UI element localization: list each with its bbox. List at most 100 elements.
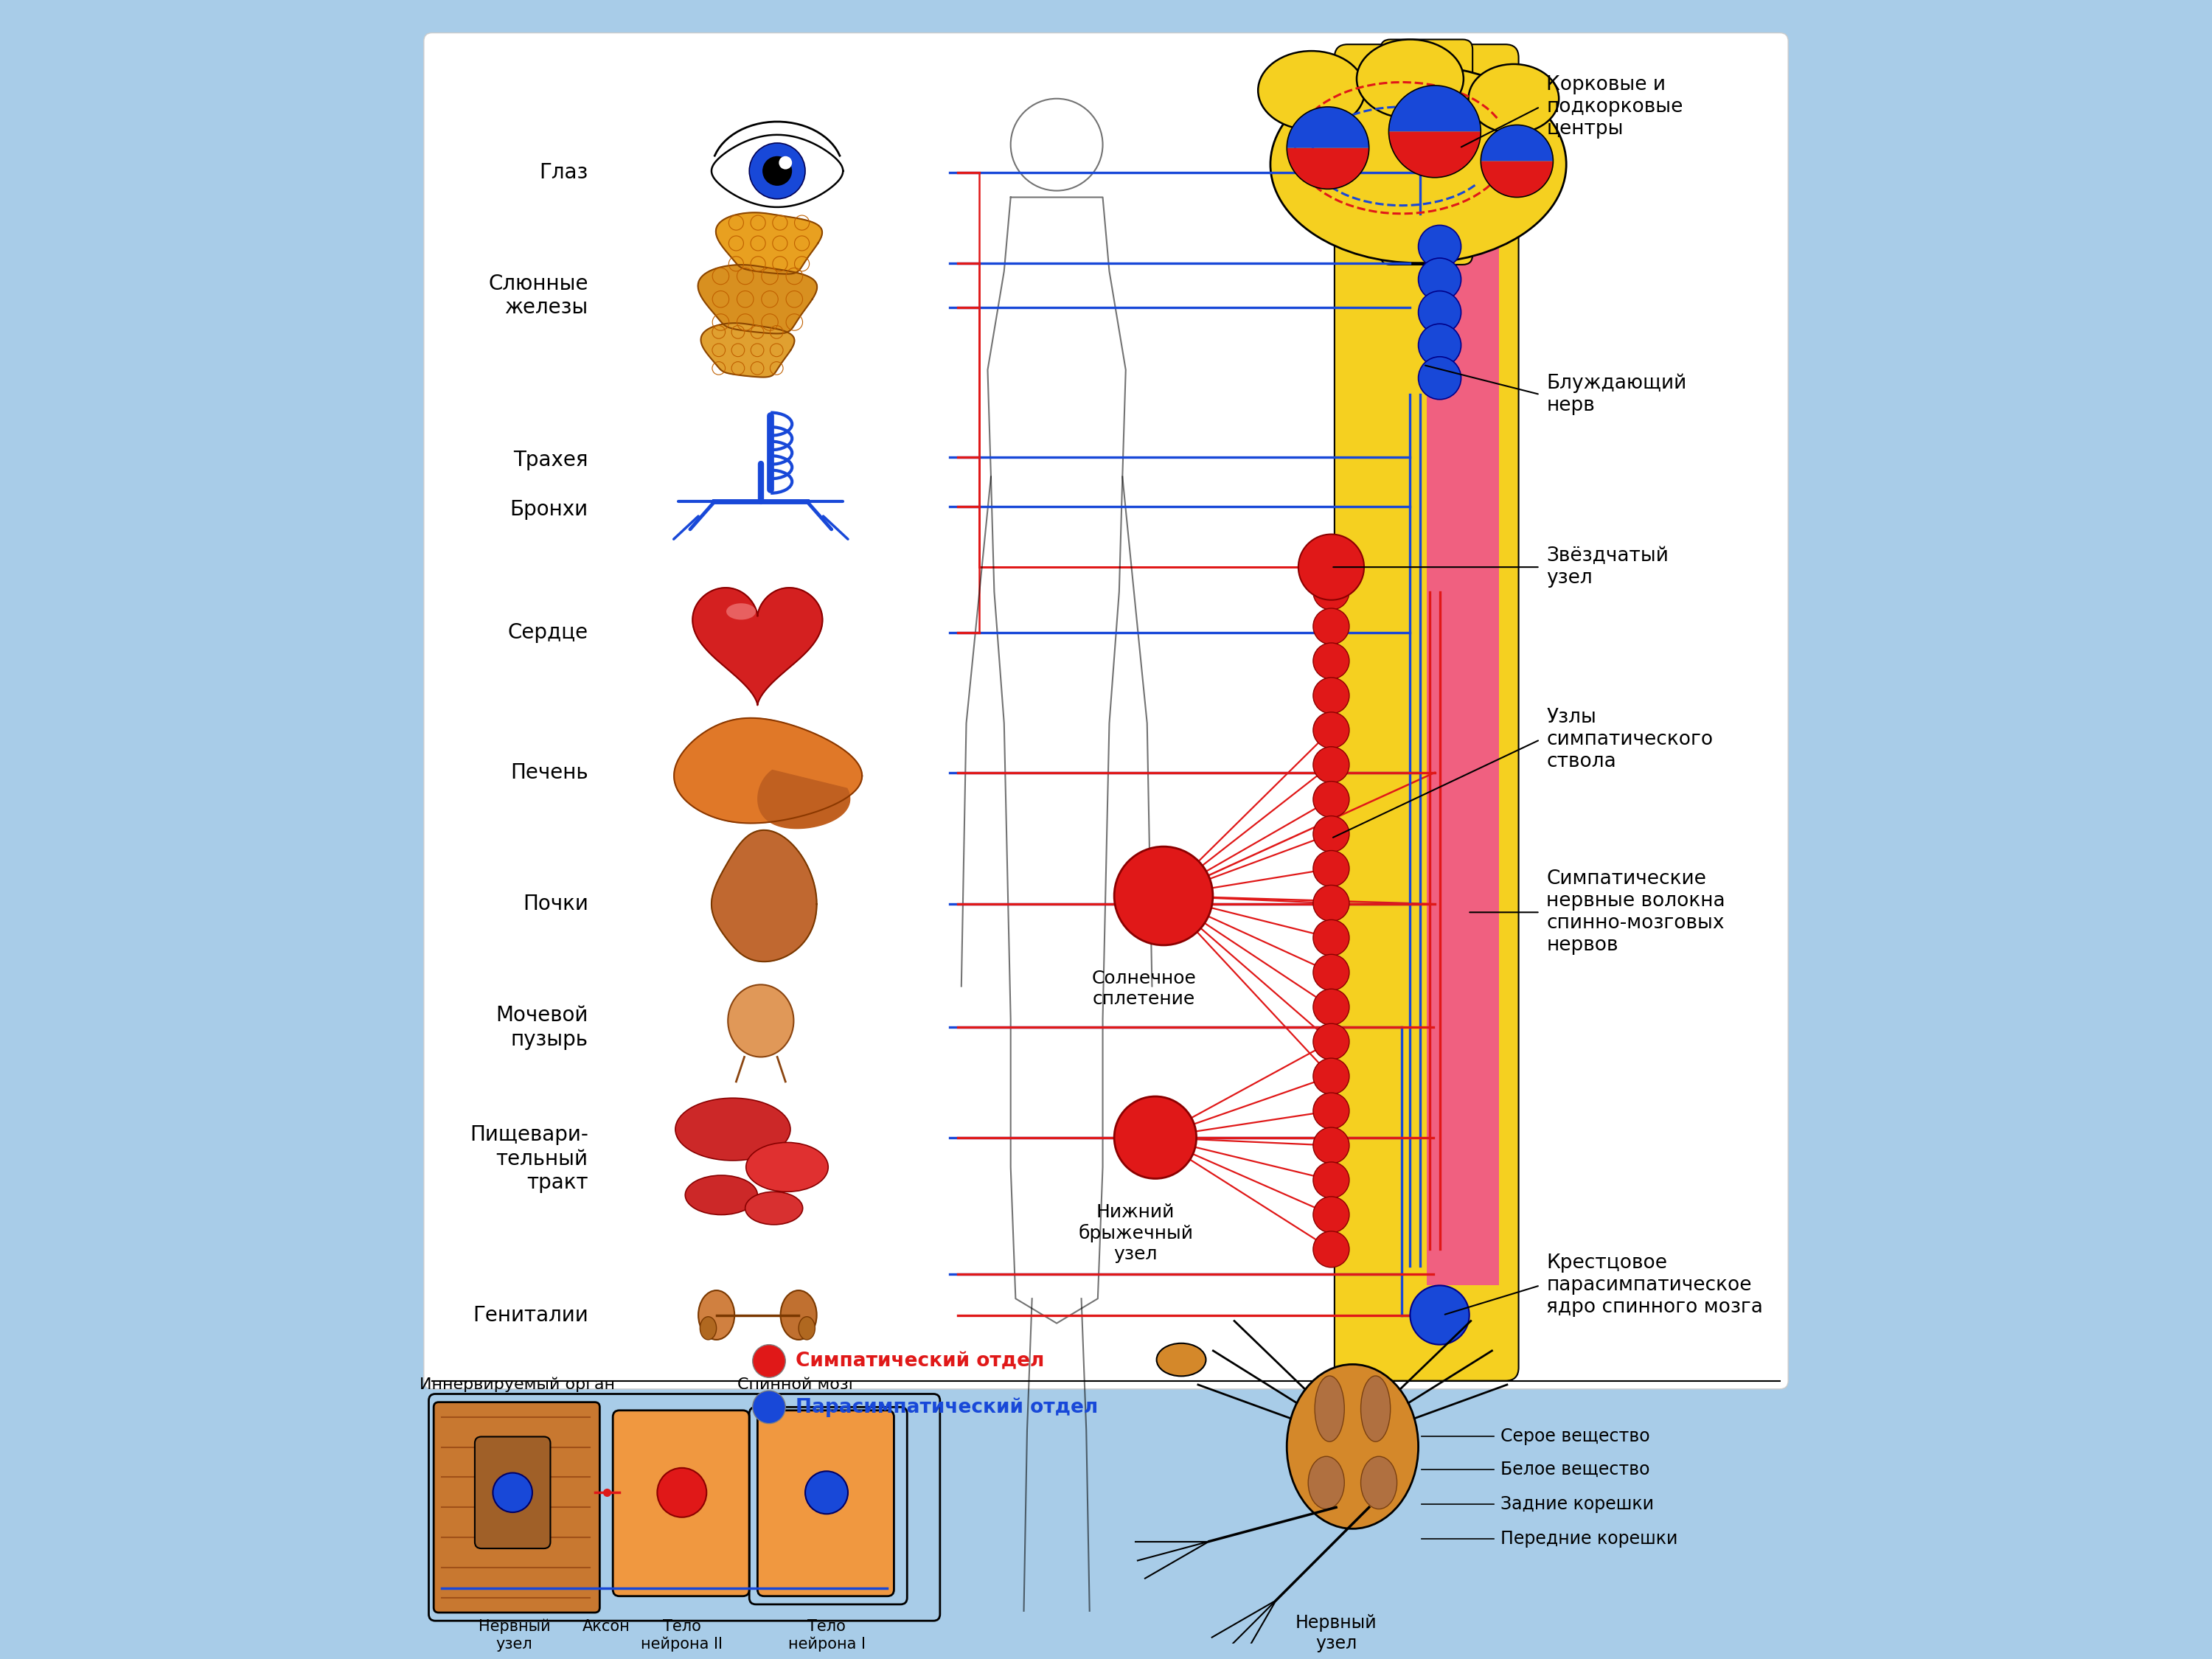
Ellipse shape (1360, 1375, 1391, 1442)
Circle shape (1314, 1196, 1349, 1233)
Text: Парасимпатический отдел: Парасимпатический отдел (796, 1397, 1097, 1417)
Circle shape (657, 1468, 706, 1518)
FancyBboxPatch shape (1380, 40, 1473, 265)
Ellipse shape (1314, 1375, 1345, 1442)
Ellipse shape (1157, 1344, 1206, 1377)
Polygon shape (701, 324, 794, 377)
Circle shape (1314, 1161, 1349, 1198)
Text: Белое вещество: Белое вещество (1500, 1460, 1650, 1478)
Circle shape (752, 1390, 785, 1423)
Circle shape (1314, 574, 1349, 611)
Text: Блуждающий
нерв: Блуждающий нерв (1546, 373, 1688, 415)
Ellipse shape (1287, 1364, 1418, 1528)
Circle shape (1115, 1097, 1197, 1178)
Circle shape (1314, 712, 1349, 748)
Text: Серое вещество: Серое вещество (1500, 1428, 1650, 1445)
Ellipse shape (1469, 65, 1559, 133)
Text: Тело
нейрона II: Тело нейрона II (641, 1619, 723, 1651)
Ellipse shape (686, 1175, 757, 1214)
Text: Трахея: Трахея (513, 450, 588, 471)
Ellipse shape (1270, 66, 1566, 264)
FancyBboxPatch shape (757, 1410, 894, 1596)
Text: Нервный
узел: Нервный узел (478, 1619, 551, 1651)
Wedge shape (1389, 86, 1480, 131)
Text: Задние корешки: Задние корешки (1500, 1495, 1655, 1513)
Polygon shape (692, 587, 823, 705)
Circle shape (1418, 324, 1462, 367)
Text: Корковые и
подкорковые
центры: Корковые и подкорковые центры (1546, 75, 1683, 139)
Text: Симпатические
нервные волокна
спинно-мозговых
нервов: Симпатические нервные волокна спинно-моз… (1546, 869, 1725, 956)
Circle shape (1314, 609, 1349, 644)
Circle shape (1418, 226, 1462, 269)
Ellipse shape (1360, 1457, 1398, 1510)
Circle shape (1418, 259, 1462, 300)
Circle shape (805, 1472, 847, 1515)
Text: Почки: Почки (522, 894, 588, 914)
Text: Нижний
брыжечный
узел: Нижний брыжечный узел (1077, 1203, 1192, 1262)
Circle shape (1314, 954, 1349, 990)
Circle shape (493, 1473, 533, 1513)
Ellipse shape (745, 1191, 803, 1224)
Text: Слюнные
железы: Слюнные железы (489, 274, 588, 319)
Circle shape (763, 156, 792, 186)
Text: Пищевари-
тельный
тракт: Пищевари- тельный тракт (469, 1125, 588, 1193)
Text: Солнечное
сплетение: Солнечное сплетение (1091, 971, 1197, 1009)
Circle shape (1314, 816, 1349, 853)
Text: Гениталии: Гениталии (473, 1304, 588, 1326)
Circle shape (752, 1345, 785, 1377)
Circle shape (1314, 1024, 1349, 1060)
Bar (1427, 222, 1500, 1286)
Ellipse shape (699, 1317, 717, 1340)
Ellipse shape (728, 985, 794, 1057)
Circle shape (1314, 644, 1349, 679)
Polygon shape (675, 718, 863, 823)
Polygon shape (699, 265, 816, 333)
Circle shape (1314, 1231, 1349, 1267)
Ellipse shape (675, 1098, 790, 1161)
Text: Аксон: Аксон (582, 1619, 630, 1634)
Polygon shape (717, 212, 823, 274)
Text: Передние корешки: Передние корешки (1500, 1530, 1677, 1548)
FancyBboxPatch shape (425, 33, 1787, 1389)
Text: Глаз: Глаз (540, 163, 588, 182)
Wedge shape (1287, 148, 1369, 189)
Circle shape (1314, 1128, 1349, 1163)
Circle shape (1418, 290, 1462, 333)
Text: Мочевой
пузырь: Мочевой пузырь (495, 1005, 588, 1050)
Circle shape (1314, 1058, 1349, 1095)
Text: Узлы
симпатического
ствола: Узлы симпатического ствола (1546, 708, 1714, 771)
Circle shape (1314, 851, 1349, 886)
Text: Крестцовое
парасимпатическое
ядро спинного мозга: Крестцовое парасимпатическое ядро спинно… (1546, 1254, 1763, 1317)
Circle shape (1314, 677, 1349, 713)
Wedge shape (1480, 124, 1553, 161)
Wedge shape (1480, 161, 1553, 197)
Circle shape (779, 156, 792, 169)
Text: Печень: Печень (511, 761, 588, 783)
Circle shape (1314, 781, 1349, 818)
Ellipse shape (799, 1317, 814, 1340)
FancyBboxPatch shape (476, 1437, 551, 1548)
Circle shape (1314, 919, 1349, 956)
Text: Иннервируемый орган: Иннервируемый орган (420, 1377, 615, 1392)
Circle shape (1314, 989, 1349, 1025)
FancyBboxPatch shape (613, 1410, 750, 1596)
Text: Бронхи: Бронхи (511, 499, 588, 519)
Circle shape (1314, 886, 1349, 921)
Text: Симпатический отдел: Симпатический отдел (796, 1352, 1044, 1370)
Ellipse shape (1307, 1457, 1345, 1510)
Text: Тело
нейрона I: Тело нейрона I (787, 1619, 865, 1651)
Ellipse shape (745, 1143, 827, 1191)
Circle shape (1418, 357, 1462, 400)
Polygon shape (759, 770, 849, 828)
Wedge shape (1287, 106, 1369, 148)
Text: Спинной мозг: Спинной мозг (737, 1377, 856, 1392)
Circle shape (750, 143, 805, 199)
Polygon shape (712, 830, 816, 962)
Text: Звёздчатый
узел: Звёздчатый узел (1546, 546, 1668, 587)
Circle shape (1298, 534, 1365, 601)
Circle shape (1409, 1286, 1469, 1345)
Circle shape (1314, 1093, 1349, 1128)
Polygon shape (712, 134, 843, 207)
Ellipse shape (1356, 40, 1464, 118)
Ellipse shape (726, 604, 757, 620)
